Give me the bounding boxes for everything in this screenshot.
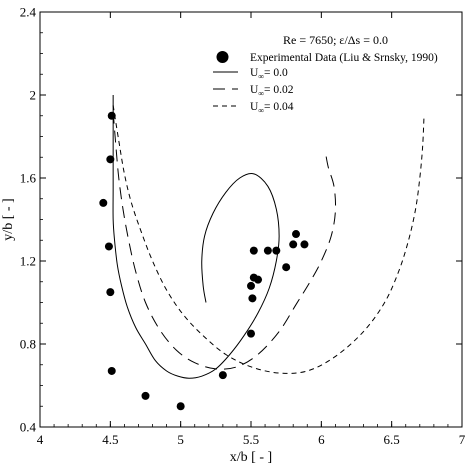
x-tick-label: 4.5	[102, 432, 118, 447]
legend-label: U∞= 0.02	[250, 84, 294, 98]
annotation-text: Re = 7650; ε/Δs = 0.0	[283, 33, 388, 47]
x-tick-label: 6	[318, 432, 325, 447]
legend-label: U∞= 0.0	[250, 67, 288, 81]
y-axis-label: y/b [ - ]	[1, 198, 16, 240]
data-point	[272, 246, 281, 255]
data-point	[254, 275, 263, 284]
data-point	[176, 402, 185, 411]
data-point	[289, 240, 298, 249]
x-tick-label: 5	[177, 432, 184, 447]
x-tick-label: 6.5	[384, 432, 400, 447]
x-tick-label: 4	[37, 432, 44, 447]
series-line-short-dash	[112, 105, 425, 374]
data-point	[249, 246, 258, 255]
y-tick-label: 0.8	[20, 337, 36, 352]
axis-ticks: 4 4.5 5 5.5 6 6.5 7 0.4 0.8 1.2 1.6 2 2.4	[20, 5, 466, 448]
x-tick-label: 7	[459, 432, 466, 447]
x-tick-label: 5.5	[243, 432, 259, 447]
data-point	[141, 391, 150, 400]
legend: Experimental Data (Liu & Srnsky, 1990) U∞…	[213, 51, 438, 115]
data-point	[247, 281, 255, 290]
data-point	[247, 329, 255, 338]
legend-marker	[216, 51, 229, 63]
data-point	[218, 371, 227, 380]
series-group	[99, 95, 425, 411]
y-tick-label: 1.6	[20, 171, 37, 186]
data-point	[106, 155, 115, 164]
data-point	[300, 240, 309, 249]
series-line-long-dash	[112, 111, 337, 370]
data-point	[104, 242, 113, 251]
data-point	[282, 263, 291, 272]
legend-label: U∞= 0.04	[250, 101, 294, 115]
data-point	[99, 198, 108, 207]
y-tick-label: 0.4	[20, 420, 37, 435]
data-point	[263, 246, 272, 255]
data-point	[107, 111, 116, 120]
data-point	[107, 366, 116, 375]
y-tick-label: 2	[30, 88, 37, 103]
data-point	[106, 288, 115, 297]
data-point	[248, 294, 257, 303]
x-axis-label: x/b [ - ]	[230, 450, 272, 465]
legend-label: Experimental Data (Liu & Srnsky, 1990)	[250, 52, 438, 64]
y-tick-label: 2.4	[20, 5, 37, 20]
data-point	[292, 230, 301, 239]
y-tick-label: 1.2	[20, 254, 36, 269]
